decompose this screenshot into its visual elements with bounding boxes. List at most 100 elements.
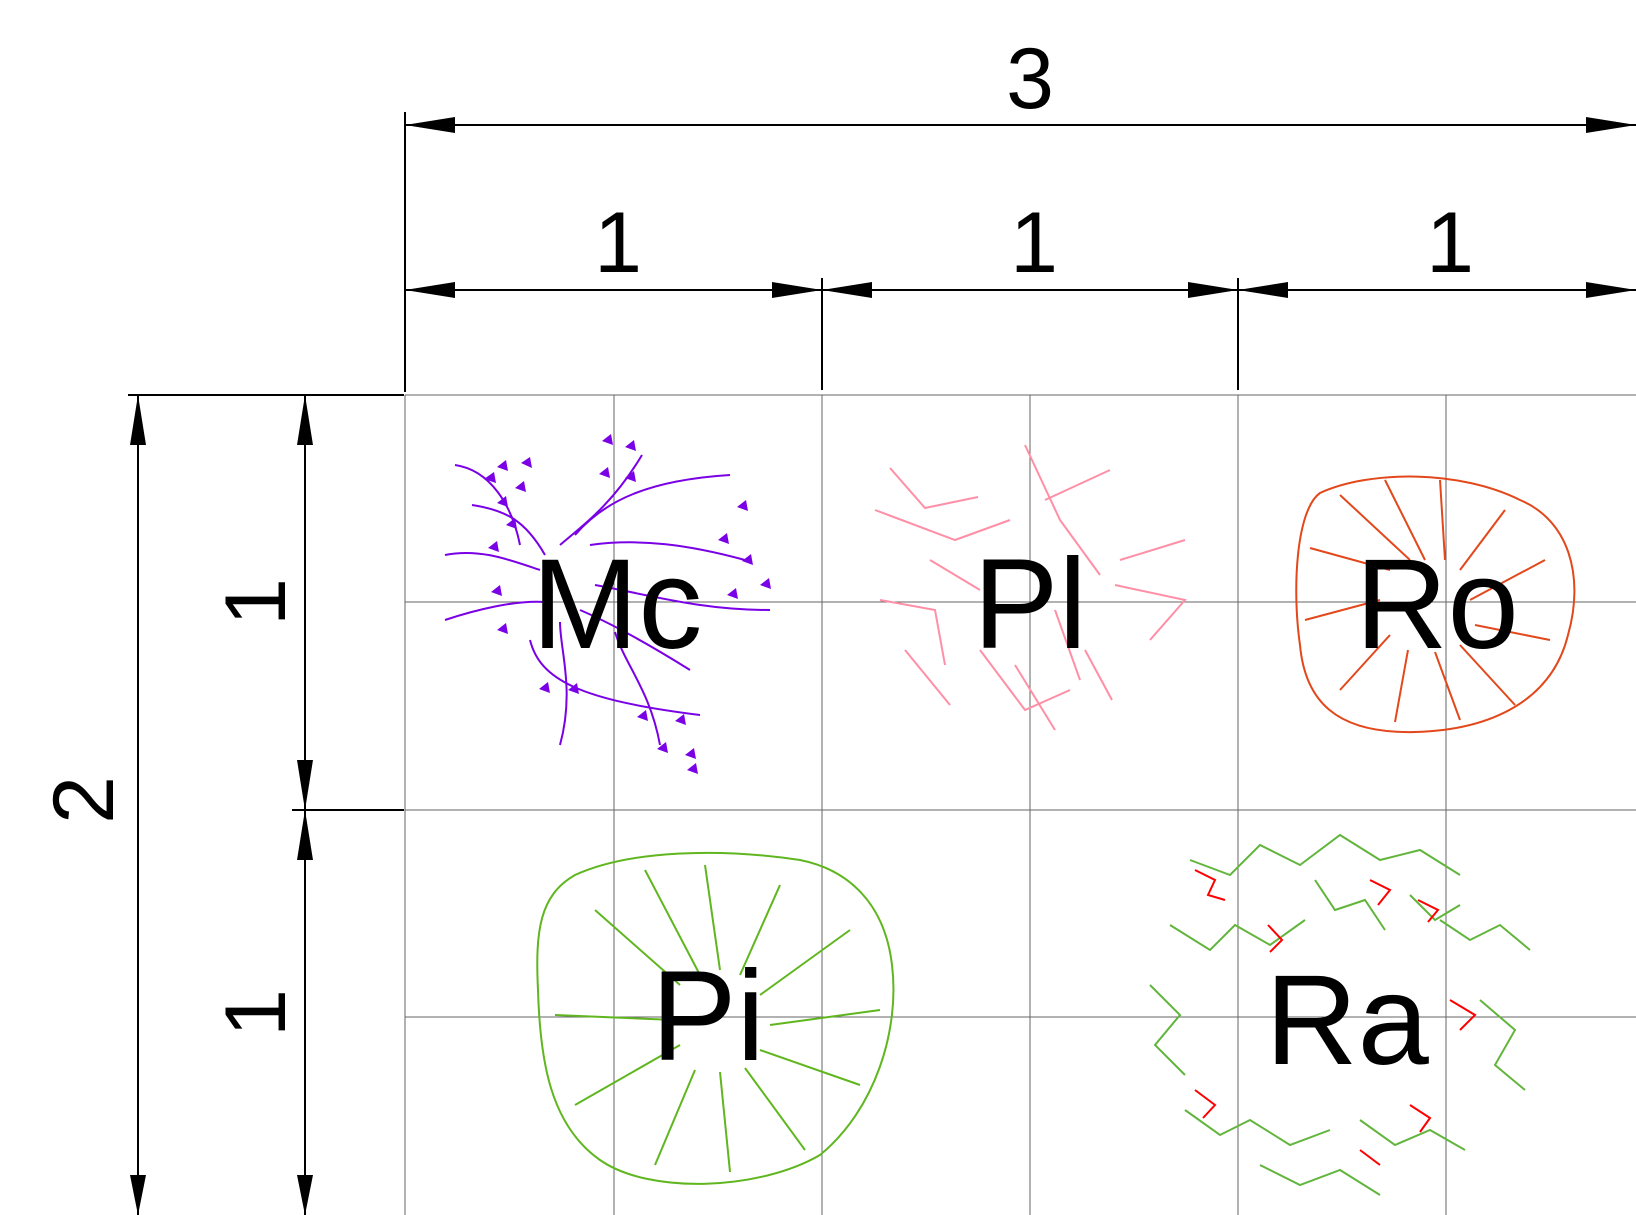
canopy-stroke bbox=[1309, 547, 1391, 571]
branch bbox=[1014, 664, 1056, 731]
branch bbox=[874, 509, 1011, 542]
leaf-mark bbox=[599, 467, 610, 478]
canopy-stroke bbox=[554, 1014, 676, 1021]
canopy-stroke bbox=[654, 1069, 696, 1166]
leaf-mark bbox=[491, 585, 502, 596]
canopy-stroke bbox=[1339, 494, 1411, 561]
top-arrowheads bbox=[405, 117, 1636, 298]
accent-stroke bbox=[1417, 899, 1440, 923]
left-segment-dimension: 1 bbox=[208, 989, 304, 1037]
leaf-mark bbox=[625, 440, 636, 451]
canopy-stroke bbox=[739, 884, 781, 976]
canopy-stroke bbox=[1459, 509, 1506, 571]
plant-label-pi: Pi bbox=[651, 945, 765, 1088]
arrowhead bbox=[405, 117, 455, 133]
plant-label-mc: Mc bbox=[532, 533, 703, 676]
canopy-outline bbox=[1295, 475, 1576, 734]
texture-stroke bbox=[1184, 1109, 1331, 1147]
canopy-stroke bbox=[1434, 651, 1461, 721]
top-total-dimension: 3 bbox=[1006, 31, 1054, 127]
leaf-strand bbox=[559, 621, 568, 746]
plant-mc-symbol bbox=[444, 454, 771, 746]
leaf-mark bbox=[515, 481, 526, 492]
canopy-stroke bbox=[719, 1071, 731, 1173]
leaf-mark bbox=[687, 763, 698, 774]
canopy-stroke bbox=[769, 1009, 881, 1026]
arrowhead bbox=[297, 395, 313, 445]
leaf-mark bbox=[539, 682, 550, 693]
branch bbox=[929, 559, 981, 591]
canopy-stroke bbox=[1339, 634, 1391, 691]
arrowhead bbox=[772, 282, 822, 298]
texture-stroke bbox=[1169, 919, 1306, 952]
texture-stroke bbox=[1314, 879, 1386, 931]
canopy-outline bbox=[536, 851, 895, 1185]
leaf-strand bbox=[444, 600, 546, 621]
texture-stroke bbox=[1359, 1119, 1466, 1151]
left-total-dimension: 2 bbox=[36, 776, 132, 824]
top-segment-dimension: 1 bbox=[1426, 195, 1474, 291]
leaf-mark bbox=[685, 748, 696, 759]
leaf-mark bbox=[637, 710, 648, 721]
leaf-mark bbox=[484, 472, 496, 483]
branch bbox=[1044, 469, 1111, 501]
leaf-mark bbox=[506, 518, 517, 529]
arrowhead bbox=[1238, 282, 1288, 298]
branch bbox=[1114, 584, 1187, 641]
canopy-stroke bbox=[1304, 599, 1381, 621]
leaf-mark bbox=[602, 434, 613, 445]
leaf-mark bbox=[497, 496, 508, 507]
accent-stroke bbox=[1449, 999, 1477, 1031]
branch bbox=[1119, 539, 1186, 561]
arrowhead bbox=[297, 760, 313, 810]
texture-stroke bbox=[1479, 999, 1526, 1091]
leaf-mark bbox=[497, 460, 508, 471]
leaf-strand bbox=[454, 464, 521, 546]
arrowhead bbox=[297, 1175, 313, 1215]
leaf-mark bbox=[760, 578, 771, 589]
arrowhead bbox=[822, 282, 872, 298]
canopy-stroke bbox=[1469, 559, 1546, 601]
leaf-strand bbox=[444, 551, 541, 571]
leaf-mark bbox=[521, 457, 532, 468]
canopy-stroke bbox=[574, 1044, 681, 1106]
accent-stroke bbox=[1267, 924, 1284, 953]
leaf-strand bbox=[574, 474, 731, 536]
accent-stroke bbox=[1194, 869, 1226, 901]
canopy-stroke bbox=[1474, 624, 1551, 641]
plant-ro-symbol bbox=[1295, 475, 1576, 734]
canopy-stroke bbox=[759, 929, 851, 996]
canopy-stroke bbox=[644, 869, 701, 976]
canopy-stroke bbox=[759, 1049, 861, 1086]
texture-stroke bbox=[1189, 833, 1461, 877]
leaf-mark bbox=[568, 683, 579, 694]
branch bbox=[879, 599, 946, 666]
canopy-stroke bbox=[1394, 649, 1409, 723]
texture-stroke bbox=[1439, 919, 1531, 951]
branch bbox=[1054, 609, 1081, 681]
canopy-stroke bbox=[1384, 479, 1426, 561]
leaf-mark bbox=[625, 471, 636, 482]
left-segment-dimension: 1 bbox=[208, 578, 304, 626]
branch bbox=[1024, 444, 1101, 576]
accent-stroke bbox=[1369, 879, 1392, 906]
branch bbox=[889, 467, 979, 510]
leaf-strand bbox=[471, 504, 546, 556]
plant-label-ra: Ra bbox=[1265, 949, 1429, 1092]
leaf-strand bbox=[594, 584, 771, 611]
plants: Mc Pl Ro Pi Ra bbox=[444, 434, 1576, 1196]
top-dimensions bbox=[404, 112, 1636, 392]
plant-ra-symbol bbox=[1149, 833, 1531, 1196]
arrowhead bbox=[297, 810, 313, 860]
arrowhead bbox=[1586, 117, 1636, 133]
canopy-stroke bbox=[1459, 644, 1516, 706]
accent-stroke bbox=[1409, 1104, 1432, 1133]
canopy-stroke bbox=[744, 1067, 806, 1151]
plant-mc-leaves bbox=[484, 434, 771, 774]
arrowhead bbox=[130, 1175, 146, 1215]
branch bbox=[979, 649, 1071, 712]
left-dimensions bbox=[128, 394, 404, 1215]
leaf-mark bbox=[657, 742, 668, 753]
